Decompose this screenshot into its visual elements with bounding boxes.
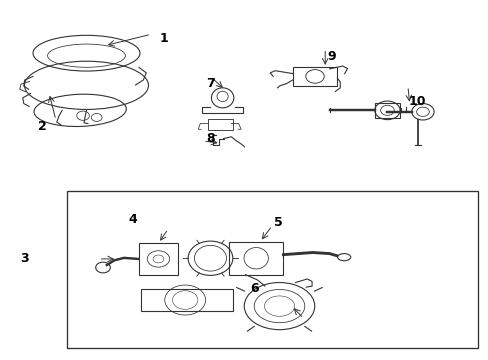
Text: 1: 1 [160, 32, 168, 45]
Text: 7: 7 [205, 77, 214, 90]
Bar [292, 67, 337, 86]
Text: 2: 2 [38, 120, 47, 133]
Text: 9: 9 [327, 50, 336, 63]
Text: 8: 8 [206, 132, 214, 145]
Bar [374, 103, 399, 118]
Text: 3: 3 [20, 252, 29, 265]
Bar [228, 242, 283, 275]
Bar [138, 243, 178, 275]
Bar [141, 289, 232, 311]
Bar [67, 191, 477, 348]
Text: 5: 5 [274, 216, 283, 229]
Bar [207, 118, 233, 130]
Text: 10: 10 [407, 95, 425, 108]
Text: 6: 6 [249, 283, 258, 296]
Text: 4: 4 [128, 213, 137, 226]
